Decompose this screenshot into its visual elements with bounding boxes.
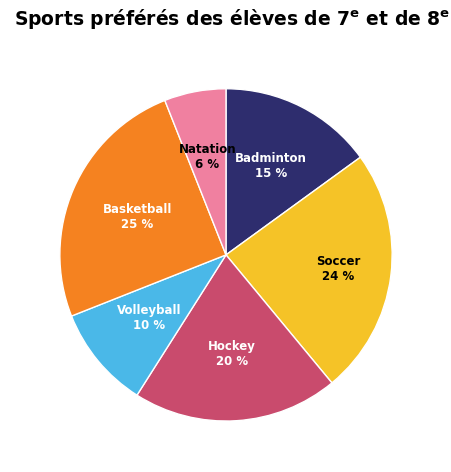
Text: Volleyball
10 %: Volleyball 10 % — [117, 304, 181, 332]
Text: Natation
6 %: Natation 6 % — [178, 143, 235, 171]
Wedge shape — [71, 255, 226, 395]
Wedge shape — [226, 157, 391, 383]
Wedge shape — [165, 89, 226, 255]
Text: Basketball
25 %: Basketball 25 % — [103, 202, 172, 231]
Text: Soccer
24 %: Soccer 24 % — [315, 255, 359, 283]
Wedge shape — [226, 89, 359, 255]
Wedge shape — [137, 255, 331, 421]
Text: Sports préférés des élèves de 7$^\mathregular{e}$ et de 8$^\mathregular{e}$ anné: Sports préférés des élèves de 7$^\mathre… — [14, 7, 451, 31]
Text: Hockey
20 %: Hockey 20 % — [208, 340, 256, 368]
Text: Badminton
15 %: Badminton 15 % — [235, 152, 307, 180]
Wedge shape — [60, 101, 226, 316]
